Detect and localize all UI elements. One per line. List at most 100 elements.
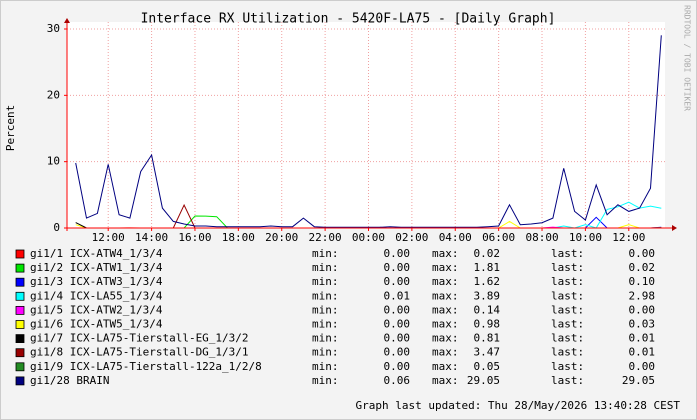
stat-label: max: [432,289,459,302]
stat-value: 0.00 [384,318,411,331]
legend-label: gi1/2 ICX-ATW1_1/3/4 [30,261,163,274]
stat-value: 0.00 [384,247,411,260]
x-tick-label: 20:00 [265,231,298,244]
stat-value: 0.01 [629,346,656,359]
x-tick-label: 18:00 [222,231,255,244]
legend-swatch [15,334,25,344]
x-tick-label: 10:00 [569,231,602,244]
x-tick-label: 14:00 [135,231,168,244]
stat-label: last: [551,303,584,316]
x-tick-label: 04:00 [439,231,472,244]
series-line [75,35,662,228]
legend-label: gi1/28 BRAIN [30,374,109,387]
legend-label: gi1/4 ICX-LA55_1/3/4 [30,289,163,302]
stat-label: max: [432,247,459,260]
legend-label: gi1/9 ICX-LA75-Tierstall-122a_1/2/8 [30,360,262,373]
stat-label: last: [551,261,584,274]
stat-value: 0.01 [384,289,411,302]
stat-value: 0.00 [384,275,411,288]
stat-value: 0.00 [384,332,411,345]
stat-label: min: [312,303,339,316]
legend-swatch [15,376,25,386]
stat-value: 3.47 [474,346,501,359]
stat-label: max: [432,346,459,359]
stat-label: min: [312,318,339,331]
stat-label: min: [312,374,339,387]
legend-label: gi1/1 ICX-ATW4_1/3/4 [30,247,163,260]
stat-label: min: [312,289,339,302]
y-tick-label: 30 [47,22,60,35]
stat-value: 0.05 [474,360,501,373]
stat-label: last: [551,289,584,302]
stat-value: 3.89 [474,289,501,302]
stat-value: 0.00 [629,360,656,373]
stat-label: last: [551,360,584,373]
stat-label: last: [551,275,584,288]
x-tick-label: 08:00 [525,231,558,244]
stat-value: 0.00 [629,303,656,316]
stat-value: 1.81 [474,261,501,274]
legend-label: gi1/8 ICX-LA75-Tierstall-DG_1/3/1 [30,346,249,359]
stat-value: 2.98 [629,289,656,302]
stat-label: max: [432,303,459,316]
stat-label: max: [432,332,459,345]
stat-value: 1.62 [474,275,501,288]
stat-value: 0.10 [629,275,656,288]
legend-swatch [15,320,25,329]
stat-label: max: [432,275,459,288]
stat-label: min: [312,332,339,345]
stat-value: 0.00 [384,261,411,274]
stat-label: min: [312,360,339,373]
stat-label: max: [432,261,459,274]
x-tick-label: 16:00 [178,231,211,244]
stat-value: 0.02 [629,261,656,274]
stat-label: min: [312,346,339,359]
plot-area [67,22,665,228]
stat-value: 0.06 [384,374,411,387]
stat-label: last: [551,247,584,260]
axis-arrow [672,225,677,231]
legend-label: gi1/6 ICX-ATW5_1/3/4 [30,318,163,331]
legend-label: gi1/7 ICX-LA75-Tierstall-EG_1/3/2 [30,332,249,345]
legend-swatch [15,277,25,287]
stat-value: 0.98 [474,318,501,331]
stat-label: last: [551,374,584,387]
x-tick-label: 06:00 [482,231,515,244]
stat-value: 0.00 [384,303,411,316]
legend-label: gi1/3 ICX-ATW3_1/3/4 [30,275,163,288]
stat-value: 29.05 [467,374,500,387]
legend-swatch [15,291,25,301]
stat-value: 0.00 [384,360,411,373]
stat-label: min: [312,275,339,288]
stat-value: 0.01 [629,332,656,345]
legend-swatch [15,249,25,259]
x-tick-label: 02:00 [395,231,428,244]
x-tick-label: 22:00 [309,231,342,244]
stat-value: 0.02 [474,247,501,260]
stat-value: 0.00 [629,247,656,260]
stat-label: min: [312,247,339,260]
stat-label: max: [432,318,459,331]
y-tick-label: 20 [47,88,60,101]
legend-swatch [15,305,25,315]
axis-arrow [64,18,70,23]
stat-value: 29.05 [622,374,655,387]
stat-label: last: [551,318,584,331]
stat-value: 0.14 [474,303,501,316]
chart-title: Interface RX Utilization - 5420F-LA75 - … [141,12,556,27]
stat-label: max: [432,360,459,373]
y-axis-label: Percent [4,105,17,151]
stat-label: min: [312,261,339,274]
stat-label: max: [432,374,459,387]
stat-value: 0.00 [384,346,411,359]
stat-value: 0.81 [474,332,501,345]
legend-swatch [15,263,25,273]
x-tick-label: 12:00 [92,231,125,244]
x-tick-label: 12:00 [612,231,645,244]
legend-swatch [15,348,25,358]
footer: Graph last updated: Thu 28/May/2026 13:4… [355,399,680,412]
y-tick-label: 0 [53,221,60,234]
legend-label: gi1/5 ICX-ATW2_1/3/4 [30,303,163,316]
stat-value: 0.03 [629,318,656,331]
